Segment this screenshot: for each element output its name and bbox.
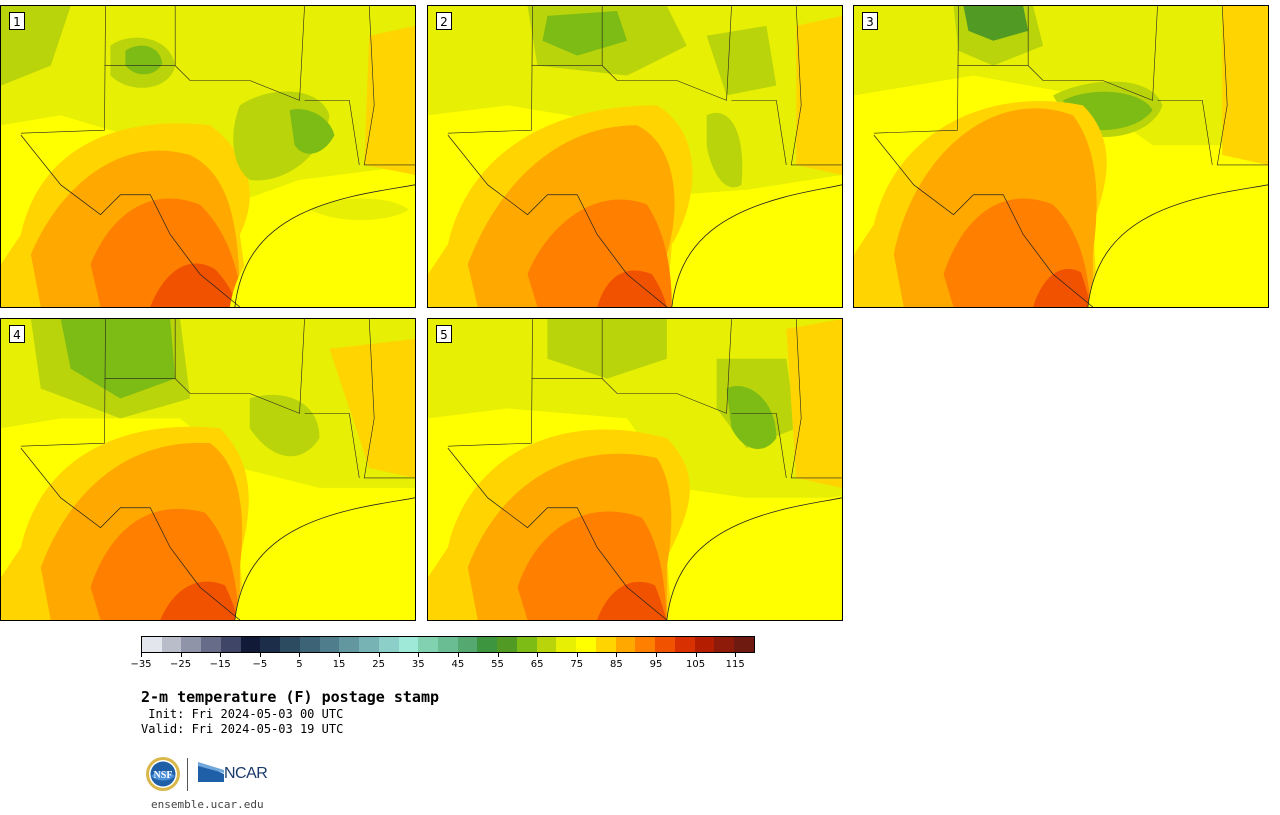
colorbar-swatch <box>556 637 577 652</box>
temperature-map <box>1 6 415 307</box>
panel-number-badge: 1 <box>9 12 25 30</box>
colorbar-tick-label: 75 <box>570 659 584 670</box>
colorbar-swatch <box>339 637 360 652</box>
plot-title: 2-m temperature (F) postage stamp <box>141 688 440 706</box>
logo-divider <box>187 758 188 791</box>
colorbar-swatch <box>378 637 399 652</box>
colorbar-swatch <box>734 637 754 652</box>
colorbar-swatch <box>477 637 498 652</box>
colorbar-tick <box>576 653 578 657</box>
colorbar-tick-label: 85 <box>609 659 623 670</box>
colorbar-swatch <box>694 637 715 652</box>
colorbar-swatch <box>655 637 675 652</box>
panel-number-badge: 3 <box>862 12 878 30</box>
temperature-map <box>1 319 415 620</box>
colorbar-tick-label: −15 <box>209 659 231 670</box>
colorbar-swatch <box>359 637 379 652</box>
colorbar-swatch <box>457 637 478 652</box>
colorbar-tick <box>497 653 499 657</box>
colorbar-tick <box>180 653 182 657</box>
colorbar-swatch <box>418 637 439 652</box>
colorbar-tick-label: 15 <box>332 659 346 670</box>
colorbar-tick <box>339 653 341 657</box>
colorbar-swatch <box>220 637 241 652</box>
colorbar-tick <box>378 653 380 657</box>
init-time: Init: Fri 2024-05-03 00 UTC <box>141 707 344 721</box>
colorbar-tick-label: 105 <box>686 659 706 670</box>
colorbar-tick-label: 55 <box>491 659 504 670</box>
colorbar-tick-label: −25 <box>170 659 192 670</box>
temperature-map <box>428 319 842 620</box>
colorbar-tick-label: 45 <box>451 659 465 670</box>
colorbar-swatch <box>398 637 419 652</box>
colorbar-tick-label: 35 <box>411 659 425 670</box>
colorbar-tick <box>457 653 459 657</box>
forecast-panel-1[interactable]: 1 <box>0 5 416 308</box>
colorbar-swatch <box>438 637 458 652</box>
colorbar-swatch <box>516 637 537 652</box>
colorbar-swatch <box>576 637 596 652</box>
panel-number-badge: 4 <box>9 325 25 343</box>
valid-time: Valid: Fri 2024-05-03 19 UTC <box>141 722 344 736</box>
colorbar-tick <box>616 653 618 657</box>
ncar-logo-icon[interactable] <box>198 762 224 782</box>
colorbar-tick-label: −5 <box>252 659 268 670</box>
colorbar-swatch <box>595 637 616 652</box>
colorbar-swatch <box>181 637 202 652</box>
colorbar-tick <box>695 653 697 657</box>
colorbar-tick <box>259 653 261 657</box>
colorbar-swatch <box>161 637 182 652</box>
forecast-panel-5[interactable]: 5 <box>427 318 843 621</box>
colorbar-tick <box>141 653 142 657</box>
forecast-panel-2[interactable]: 2 <box>427 5 843 308</box>
forecast-panel-3[interactable]: 3 <box>853 5 1269 308</box>
colorbar-tick-label: 95 <box>649 659 663 670</box>
colorbar-swatch <box>201 637 221 652</box>
colorbar-tick-label: 25 <box>372 659 386 670</box>
nsf-logo-icon[interactable]: NSF <box>145 756 181 792</box>
colorbar-tick-label: 5 <box>296 659 303 670</box>
colorbar-tick <box>537 653 539 657</box>
colorbar-swatch <box>674 637 695 652</box>
colorbar-tick-label: 65 <box>530 659 544 670</box>
colorbar-swatch <box>260 637 281 652</box>
colorbar-tick <box>735 653 737 657</box>
colorbar-tick <box>220 653 222 657</box>
temperature-map <box>854 6 1268 307</box>
temperature-colorbar <box>141 636 755 653</box>
panel-number-badge: 5 <box>436 325 452 343</box>
site-url[interactable]: ensemble.ucar.edu <box>151 798 264 811</box>
colorbar-swatch <box>299 637 320 652</box>
colorbar-swatch <box>142 637 162 652</box>
colorbar-ticks: −35 −25 −15 −5 5 15 25 35 45 55 65 75 85 95 105 115 <box>130 653 755 673</box>
colorbar-swatch <box>536 637 557 652</box>
colorbar-tick <box>299 653 301 657</box>
colorbar-tick-label: 115 <box>725 659 745 670</box>
colorbar-swatch <box>497 637 517 652</box>
colorbar-tick <box>418 653 420 657</box>
colorbar-swatch <box>615 637 636 652</box>
forecast-panel-4[interactable]: 4 <box>0 318 416 621</box>
nsf-logo-text: NSF <box>154 770 173 781</box>
colorbar-swatch <box>240 637 261 652</box>
panel-number-badge: 2 <box>436 12 452 30</box>
colorbar-swatch <box>280 637 300 652</box>
colorbar-swatch <box>319 637 340 652</box>
temperature-map <box>428 6 842 307</box>
colorbar-tick-label: −35 <box>130 659 152 670</box>
colorbar-swatch <box>635 637 656 652</box>
colorbar-swatch <box>714 637 735 652</box>
colorbar-tick <box>655 653 657 657</box>
ncar-logo-text[interactable]: NCAR <box>224 765 268 782</box>
